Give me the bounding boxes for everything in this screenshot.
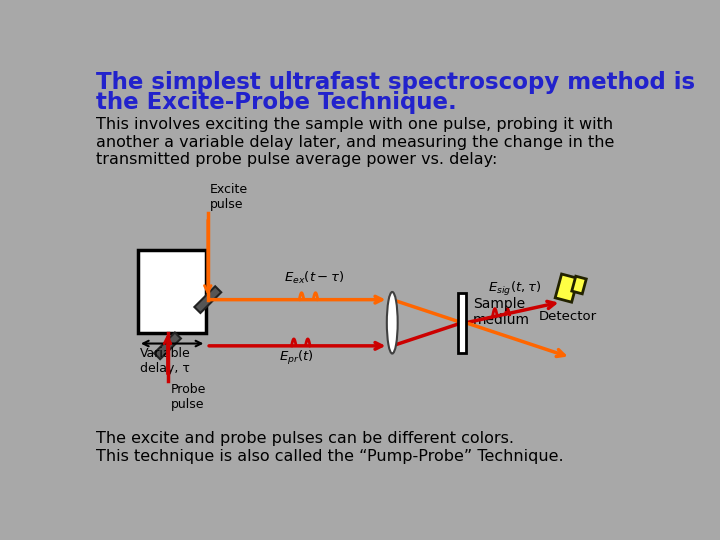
Bar bbox=[138, 249, 206, 333]
Polygon shape bbox=[572, 276, 586, 294]
Text: Detector: Detector bbox=[539, 309, 597, 323]
Text: The excite and probe pulses can be different colors.
This technique is also call: The excite and probe pulses can be diffe… bbox=[96, 431, 564, 464]
Bar bbox=[458, 293, 466, 353]
Polygon shape bbox=[194, 286, 221, 313]
Text: Variable
delay, τ: Variable delay, τ bbox=[140, 347, 190, 375]
Polygon shape bbox=[154, 333, 181, 359]
Ellipse shape bbox=[387, 292, 397, 354]
Text: Excite
pulse: Excite pulse bbox=[210, 183, 248, 211]
Polygon shape bbox=[555, 274, 578, 302]
Text: the Excite-Probe Technique.: the Excite-Probe Technique. bbox=[96, 91, 457, 114]
Text: This involves exciting the sample with one pulse, probing it with
another a vari: This involves exciting the sample with o… bbox=[96, 117, 615, 167]
Text: $E_{sig}(t, \tau)$: $E_{sig}(t, \tau)$ bbox=[488, 280, 541, 298]
Text: $E_{ex}(t-\tau)$: $E_{ex}(t-\tau)$ bbox=[284, 269, 344, 286]
Text: Probe
pulse: Probe pulse bbox=[171, 383, 206, 411]
Text: $E_{pr}(t)$: $E_{pr}(t)$ bbox=[279, 349, 314, 367]
Text: The simplest ultrafast spectroscopy method is: The simplest ultrafast spectroscopy meth… bbox=[96, 71, 696, 94]
Text: Sample
medium: Sample medium bbox=[473, 297, 530, 327]
